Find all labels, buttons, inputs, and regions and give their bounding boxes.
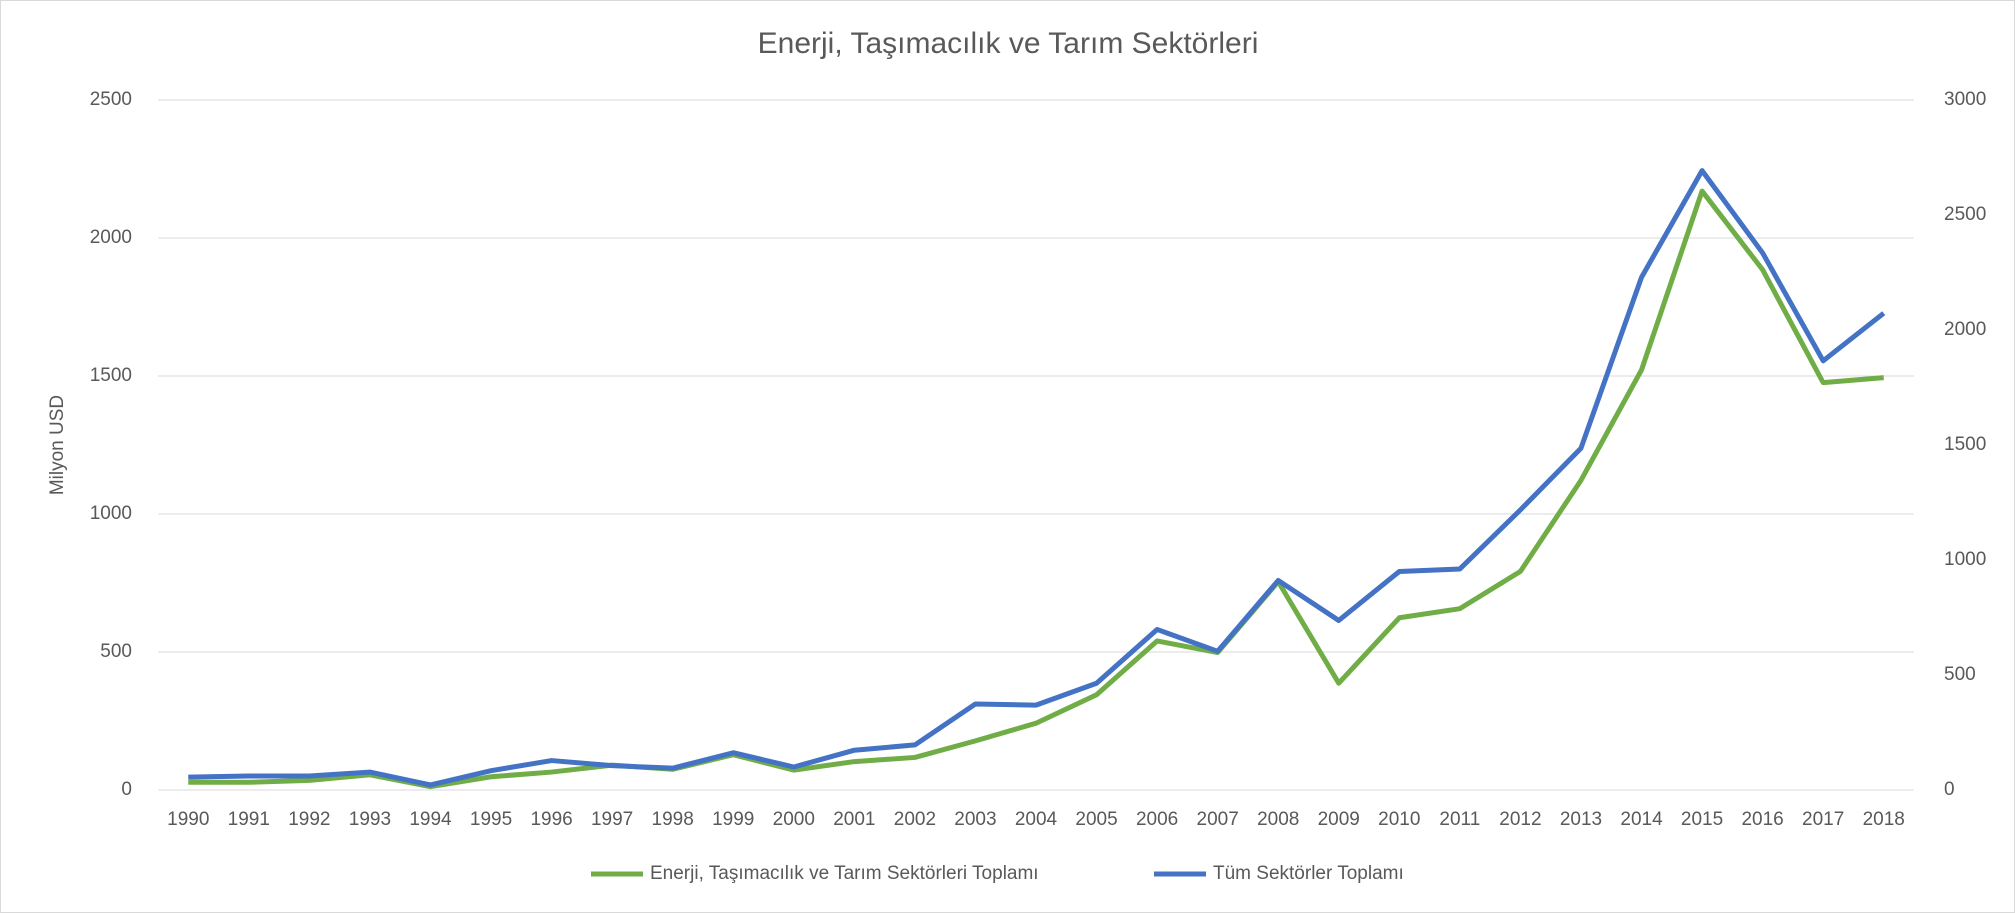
legend-label: Tüm Sektörler Toplamı: [1213, 863, 1404, 884]
x-tick-label: 1999: [712, 809, 754, 830]
x-tick-label: 1998: [652, 809, 694, 830]
x-tick-label: 2000: [773, 809, 815, 830]
x-tick-label: 2010: [1378, 809, 1420, 830]
x-tick-label: 2016: [1741, 809, 1783, 830]
y-axis-label: Milyon USD: [47, 395, 68, 495]
x-tick-label: 2006: [1136, 809, 1178, 830]
x-tick-label: 2017: [1802, 809, 1844, 830]
x-tick-label: 2015: [1681, 809, 1723, 830]
y-tick-label: 1000: [90, 503, 132, 524]
line-series: [188, 188, 1884, 790]
x-tick-label: 1997: [591, 809, 633, 830]
line-series: [188, 168, 1886, 788]
x-tick-label: 1994: [409, 809, 452, 830]
y-tick-label: 2500: [90, 89, 132, 110]
x-tick-label: 2002: [894, 809, 936, 830]
x-tick-label: 2011: [1439, 809, 1480, 830]
y2-tick-label: 500: [1944, 664, 1976, 685]
x-tick-label: 1993: [349, 809, 391, 830]
y-tick-label: 500: [100, 641, 132, 662]
x-tick-label: 2004: [1015, 809, 1058, 830]
x-tick-label: 1995: [470, 809, 512, 830]
y2-tick-label: 1000: [1944, 549, 1986, 570]
y2-tick-label: 0: [1944, 779, 1955, 800]
y-tick-label: 2000: [90, 227, 132, 248]
x-tick-label: 2014: [1620, 809, 1663, 830]
x-tick-label: 1991: [228, 809, 270, 830]
x-tick-label: 2009: [1318, 809, 1360, 830]
y-tick-label: 0: [121, 779, 132, 800]
x-tick-label: 2005: [1075, 809, 1117, 830]
y-tick-label: 1500: [90, 365, 132, 386]
x-tick-label: 2003: [954, 809, 996, 830]
x-tick-label: 2018: [1863, 809, 1905, 830]
x-tick-label: 2008: [1257, 809, 1299, 830]
y2-tick-label: 2500: [1944, 204, 1986, 225]
y2-tick-label: 2000: [1944, 319, 1986, 340]
y2-tick-label: 1500: [1944, 434, 1986, 455]
x-tick-label: 1992: [288, 809, 330, 830]
legend-label: Enerji, Taşımacılık ve Tarım Sektörleri …: [650, 863, 1039, 884]
y2-tick-label: 3000: [1944, 89, 1986, 110]
x-tick-label: 2007: [1197, 809, 1239, 830]
x-tick-label: 1990: [167, 809, 209, 830]
x-tick-label: 1996: [530, 809, 572, 830]
chart-title: Enerji, Taşımacılık ve Tarım Sektörleri: [758, 27, 1259, 60]
x-tick-label: 2001: [833, 809, 875, 830]
x-tick-label: 2012: [1499, 809, 1541, 830]
x-tick-label: 2013: [1560, 809, 1602, 830]
